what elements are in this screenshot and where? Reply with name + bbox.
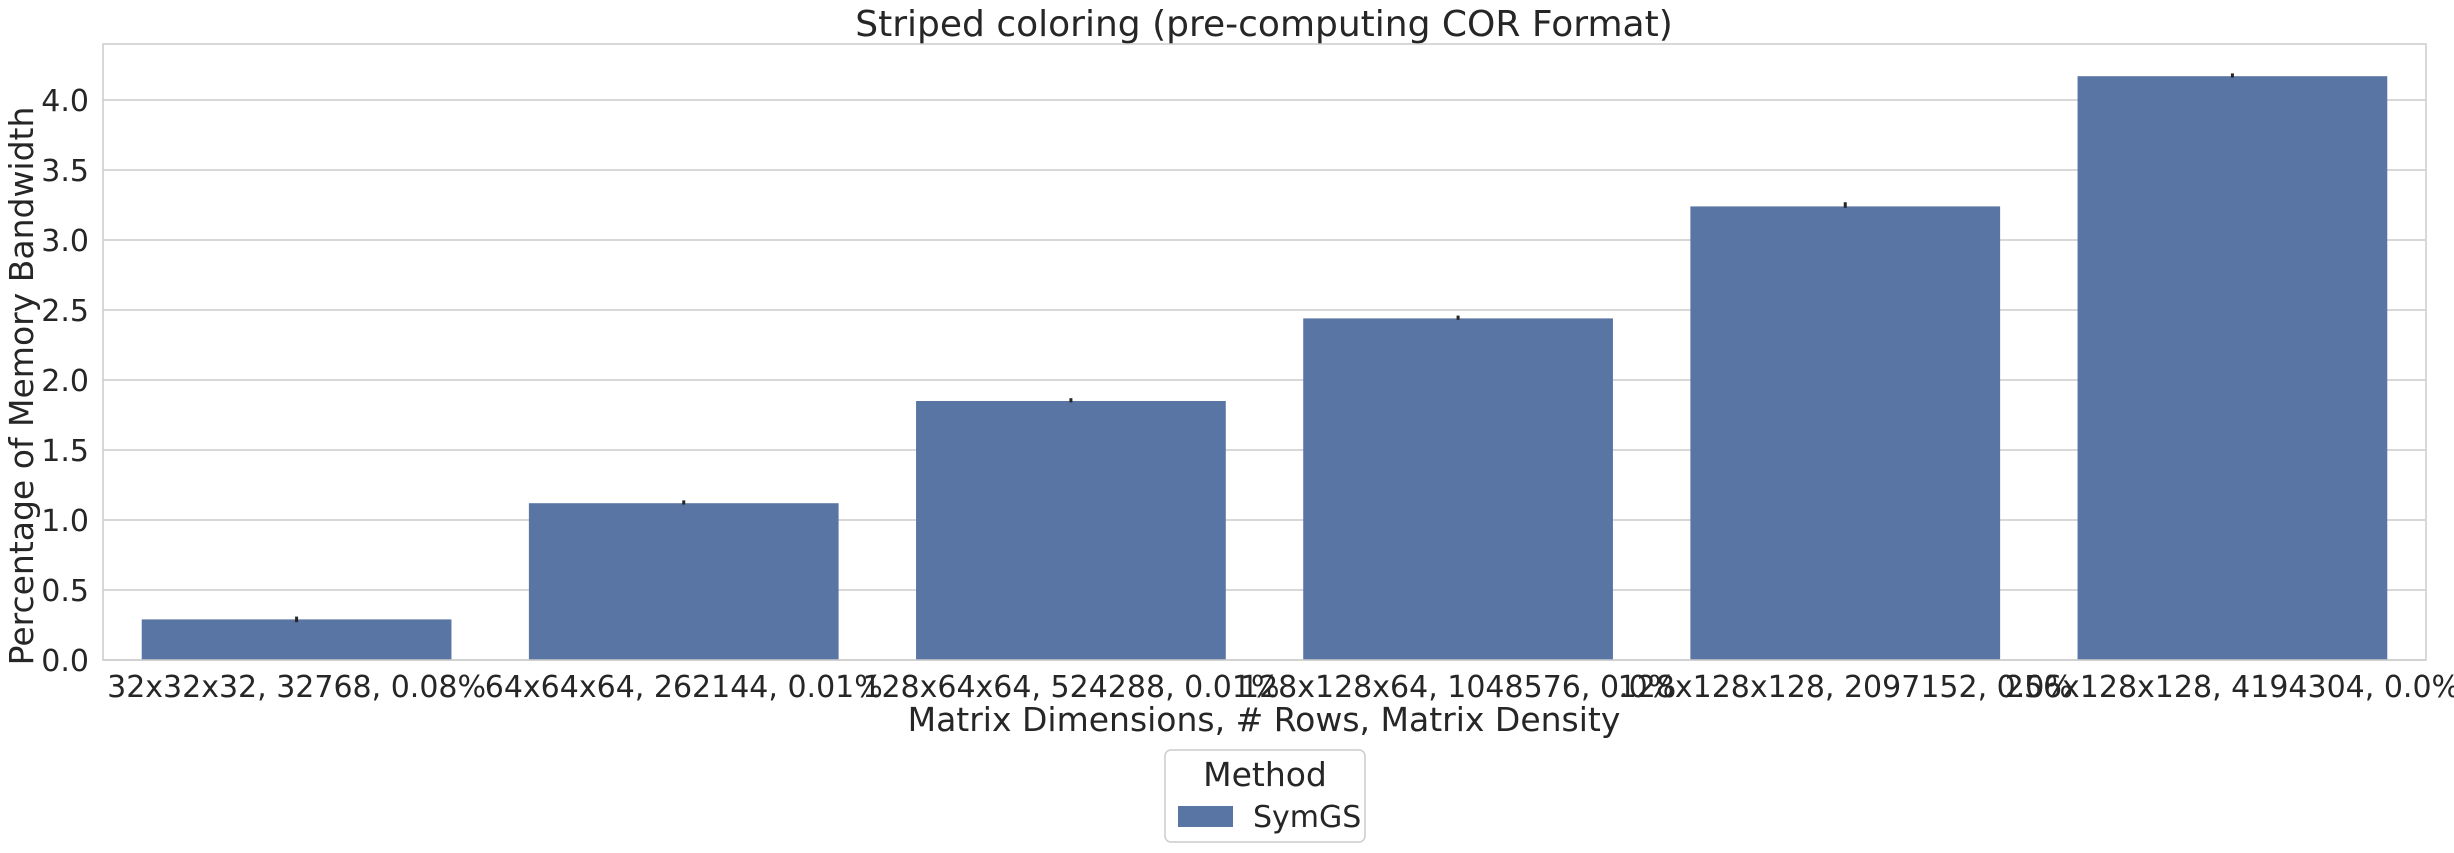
y-tick-label: 0.0 — [41, 644, 89, 679]
y-tick-labels: 0.0 0.5 1.0 1.5 2.0 2.5 3.0 3.5 4.0 — [41, 84, 89, 679]
y-gridlines — [103, 99, 2426, 661]
bar — [916, 401, 1226, 660]
bar — [1690, 206, 2001, 660]
legend-title: Method — [1203, 755, 1327, 794]
y-tick-label: 2.0 — [41, 364, 89, 399]
y-tick-label: 1.5 — [41, 434, 89, 469]
y-tick-label: 2.5 — [41, 294, 89, 329]
legend: Method SymGS — [1164, 749, 1366, 843]
legend-swatch-symgs — [1178, 806, 1233, 827]
plot-frame — [102, 43, 2427, 661]
y-tick-label: 3.0 — [41, 224, 89, 259]
y-tick-label: 3.5 — [41, 154, 89, 189]
y-axis-title: Percentage of Memory Bandwidth — [2, 107, 41, 666]
x-tick-label: 128x128x64, 1048576, 0.0% — [1240, 670, 1676, 705]
error-bars — [295, 73, 2234, 623]
x-tick-labels: 32x32x32, 32768, 0.08%64x64x64, 262144, … — [107, 670, 2454, 705]
legend-label-symgs: SymGS — [1253, 800, 1361, 835]
x-tick-label: 128x64x64, 524288, 0.01% — [862, 670, 1279, 705]
bar — [1303, 318, 1613, 660]
x-axis-title: Matrix Dimensions, # Rows, Matrix Densit… — [908, 700, 1621, 739]
x-tick-label: 32x32x32, 32768, 0.08% — [107, 670, 486, 705]
y-tick-label: 0.5 — [41, 574, 89, 609]
y-tick-label: 1.0 — [41, 504, 89, 539]
x-tick-label: 256x128x128, 4194304, 0.0% — [2005, 670, 2454, 705]
bar — [528, 503, 839, 660]
chart-title: Striped coloring (pre-computing COR Form… — [855, 4, 1673, 45]
bar — [141, 619, 452, 660]
x-tick-label: 128x128x128, 2097152, 0.0% — [1618, 670, 2073, 705]
x-tick-label: 64x64x64, 262144, 0.01% — [485, 670, 883, 705]
y-tick-label: 4.0 — [41, 84, 89, 119]
bar — [2077, 76, 2388, 660]
bars — [141, 76, 2388, 660]
